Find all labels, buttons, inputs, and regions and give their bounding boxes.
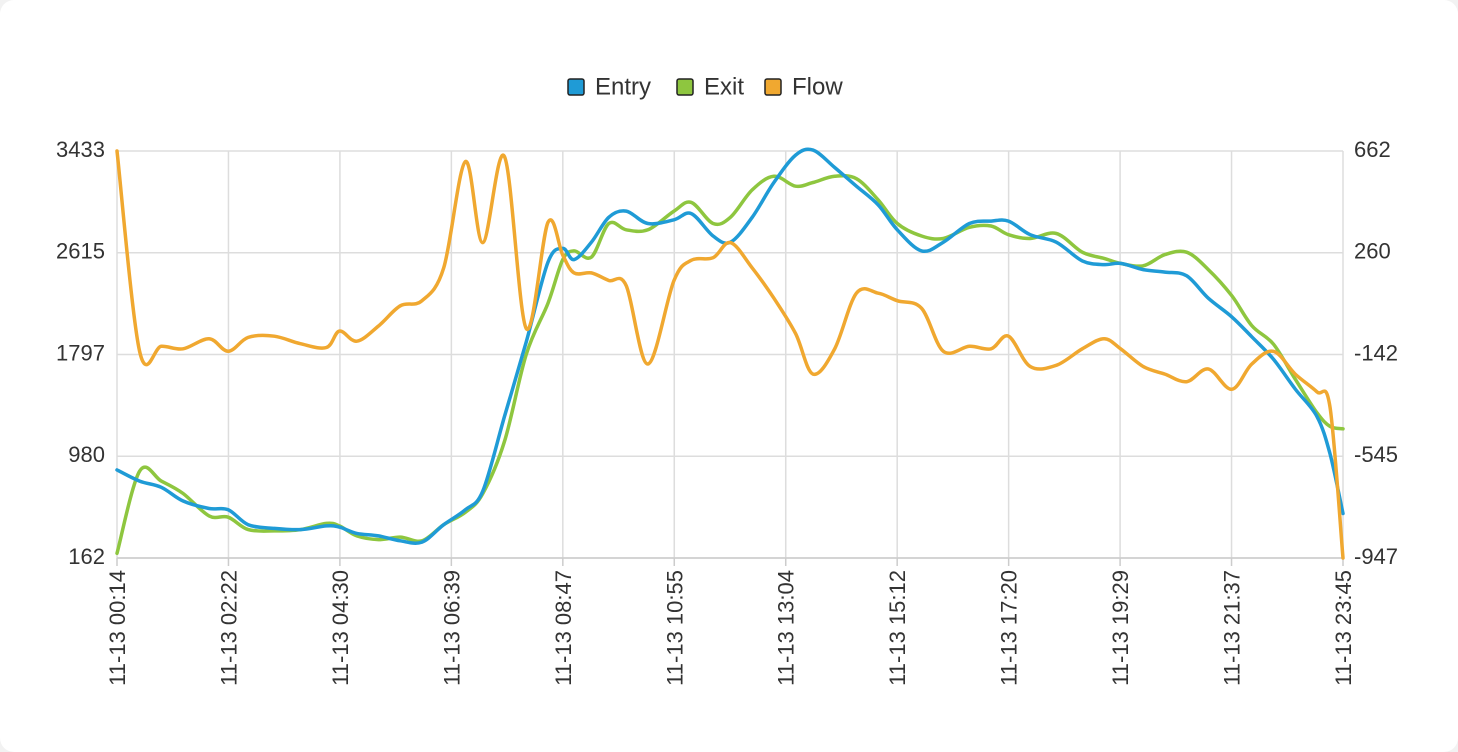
legend[interactable]: Entry Exit Flow <box>567 73 843 100</box>
legend-item-exit[interactable]: Exit <box>676 73 744 100</box>
legend-label: Flow <box>792 73 843 100</box>
legend-item-flow[interactable]: Flow <box>764 73 843 100</box>
legend-item-entry[interactable]: Entry <box>567 73 651 100</box>
legend-swatch <box>676 78 694 96</box>
y-right-tick-label: 260 <box>1354 239 1391 264</box>
y-right-tick-label: 662 <box>1354 137 1391 162</box>
x-tick-label: 11-13 15:12 <box>885 570 910 686</box>
y-left-tick-label: 1797 <box>56 340 105 365</box>
series-line-entry[interactable] <box>115 147 1345 545</box>
x-tick-label: 11-13 17:20 <box>997 570 1022 686</box>
y-right-tick-label: -142 <box>1354 340 1398 365</box>
grid <box>116 150 1344 559</box>
y-right-tick-label: -947 <box>1354 544 1398 569</box>
x-tick-label: 11-13 08:47 <box>551 570 576 686</box>
x-tick-label: 11-13 13:04 <box>774 570 799 686</box>
series-line-exit[interactable] <box>115 173 1345 556</box>
y-left-tick-label: 3433 <box>56 137 105 162</box>
x-tick-label: 11-13 00:14 <box>105 570 130 686</box>
x-tick-label: 11-13 10:55 <box>662 570 687 686</box>
y-left-tick-label: 980 <box>68 442 105 467</box>
axes: 162 -947 980 -545 1797 -142 2615 260 3433 662 11-1… <box>56 137 1398 686</box>
series-line-flow[interactable] <box>115 149 1345 560</box>
legend-label: Entry <box>595 73 651 100</box>
x-tick-label: 11-13 04:30 <box>328 570 353 686</box>
series-layer <box>115 147 1345 560</box>
x-tick-label: 11-13 06:39 <box>439 570 464 686</box>
y-right-tick-label: -545 <box>1354 442 1398 467</box>
x-tick-label: 11-13 21:37 <box>1220 570 1245 686</box>
x-tick-label: 11-13 02:22 <box>216 570 241 686</box>
legend-swatch <box>567 78 585 96</box>
y-left-tick-label: 2615 <box>56 239 105 264</box>
legend-label: Exit <box>704 73 744 100</box>
x-tick-label: 11-13 23:45 <box>1331 570 1356 686</box>
x-tick-label: 11-13 19:29 <box>1108 570 1133 686</box>
legend-swatch <box>764 78 782 96</box>
y-left-tick-label: 162 <box>68 544 105 569</box>
